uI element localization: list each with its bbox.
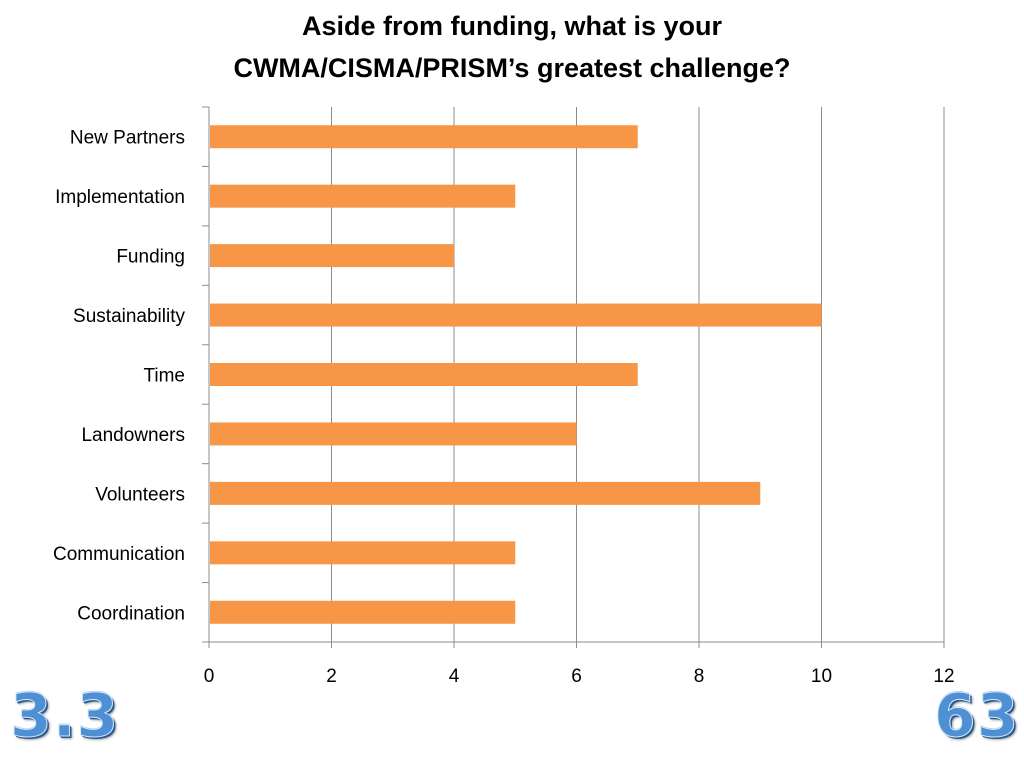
bar <box>210 184 516 208</box>
bar <box>210 303 822 327</box>
x-tick-label: 10 <box>811 666 832 687</box>
y-category-label: Landowners <box>81 425 185 446</box>
x-tick-label: 12 <box>933 666 954 687</box>
chart-title-line-1: Aside from funding, what is your <box>301 11 723 41</box>
page-number: 63 <box>934 681 1020 751</box>
y-category-label: Coordination <box>77 603 185 624</box>
y-category-label: Sustainability <box>73 306 185 327</box>
y-category-label: Volunteers <box>95 484 185 505</box>
bar <box>210 481 761 505</box>
x-tick-label: 8 <box>694 666 705 687</box>
x-tick-label: 2 <box>326 666 337 687</box>
bar <box>210 600 516 624</box>
x-tick-label: 4 <box>449 666 460 687</box>
y-category-label: Funding <box>116 247 185 268</box>
chart-title-line-2: CWMA/CISMA/PRISM’s greatest challenge? <box>233 53 791 83</box>
x-tick-label: 0 <box>204 666 215 687</box>
y-category-label: Communication <box>53 544 185 565</box>
bar <box>210 244 454 268</box>
x-tick-label: 6 <box>571 666 582 687</box>
y-category-label: Implementation <box>55 187 185 208</box>
bar <box>210 541 516 565</box>
bar <box>210 422 577 446</box>
y-category-label: Time <box>143 366 185 387</box>
bar <box>210 363 638 386</box>
bar <box>210 125 638 149</box>
section-number: 3.3 <box>9 681 120 751</box>
y-category-label: New Partners <box>70 128 185 149</box>
